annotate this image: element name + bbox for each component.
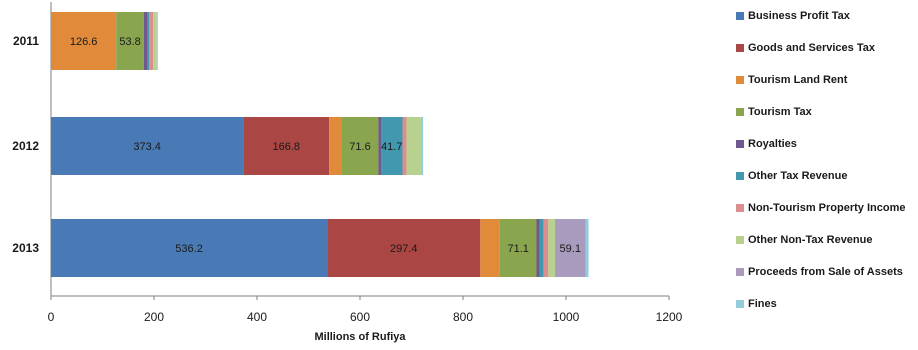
bar-segment (421, 117, 424, 175)
legend-item: Other Tax Revenue (736, 169, 847, 183)
bar-segment (539, 219, 544, 277)
bar-segment (243, 117, 330, 175)
legend-item: Non-Tourism Property Income (736, 201, 905, 215)
legend-swatch (736, 44, 744, 52)
data-label: 373.4 (133, 141, 161, 153)
legend-item: Goods and Services Tax (736, 41, 875, 55)
legend-item: Tourism Land Rent (736, 73, 847, 87)
legend-item: Proceeds from Sale of Assets (736, 265, 903, 279)
data-label: 59.1 (560, 243, 581, 255)
legend-item: Tourism Tax (736, 105, 812, 119)
legend-item: Other Non-Tax Revenue (736, 233, 873, 247)
bar-segment (116, 12, 144, 70)
legend-label: Non-Tourism Property Income (748, 202, 906, 214)
bar-segment (149, 12, 154, 70)
bar-segment (153, 12, 157, 70)
legend-item: Fines (736, 297, 777, 311)
x-tick-label: 1200 (656, 310, 683, 324)
legend-swatch (736, 108, 744, 116)
bar-segment (378, 117, 382, 175)
bar-segment (143, 12, 147, 70)
x-tick-label: 1000 (553, 310, 580, 324)
bar-segment (555, 219, 586, 277)
category-label: 2012 (12, 139, 39, 153)
legend-label: Other Non-Tax Revenue (748, 234, 873, 246)
legend-label: Business Profit Tax (748, 10, 850, 22)
bar-segment (548, 219, 556, 277)
bar-segment (499, 219, 537, 277)
x-tick-label: 0 (48, 310, 55, 324)
data-label: 297.4 (390, 243, 418, 255)
bar-segment (51, 219, 328, 277)
bar-segment (406, 117, 422, 175)
data-label: 41.7 (381, 141, 402, 153)
bar-segment (381, 117, 403, 175)
data-label: 166.8 (272, 141, 300, 153)
bar-segment (536, 219, 540, 277)
category-label: 2011 (13, 34, 39, 48)
legend-label: Other Tax Revenue (748, 170, 848, 182)
legend-swatch (736, 236, 744, 244)
bar-segment (480, 219, 500, 277)
data-label: 536.2 (175, 243, 203, 255)
data-label: 126.6 (70, 36, 98, 48)
legend-label: Tourism Land Rent (748, 74, 848, 86)
x-axis-title: Millions of Rufiya (314, 331, 406, 343)
data-label: 53.8 (119, 36, 140, 48)
x-tick-label: 600 (350, 310, 370, 324)
legend-swatch (736, 172, 744, 180)
legend-swatch (736, 76, 744, 84)
legend-label: Royalties (748, 138, 797, 150)
bar-segment (543, 219, 549, 277)
bar-segment (585, 219, 589, 277)
bar-segment (402, 117, 407, 175)
data-label: 71.6 (349, 141, 370, 153)
legend-label: Tourism Tax (748, 106, 812, 118)
legend-swatch (736, 204, 744, 212)
bar-segment (341, 117, 379, 175)
bar-segment (51, 117, 244, 175)
x-tick-label: 400 (247, 310, 267, 324)
data-label: 71.1 (507, 243, 528, 255)
legend-swatch (736, 300, 744, 308)
legend-item: Business Profit Tax (736, 9, 850, 23)
legend-item: Royalties (736, 137, 797, 151)
legend-label: Proceeds from Sale of Assets (748, 266, 903, 278)
x-tick-label: 800 (453, 310, 473, 324)
legend-swatch (736, 12, 744, 20)
legend-label: Fines (748, 298, 777, 310)
bar-segment (146, 12, 150, 70)
bar-segment (51, 12, 117, 70)
x-tick-label: 200 (144, 310, 164, 324)
bar-segment (156, 12, 158, 70)
category-label: 2013 (12, 241, 39, 255)
legend-swatch (736, 140, 744, 148)
legend-swatch (736, 268, 744, 276)
bar-segment (329, 117, 342, 175)
bar-segment (327, 219, 481, 277)
legend-label: Goods and Services Tax (748, 42, 875, 54)
